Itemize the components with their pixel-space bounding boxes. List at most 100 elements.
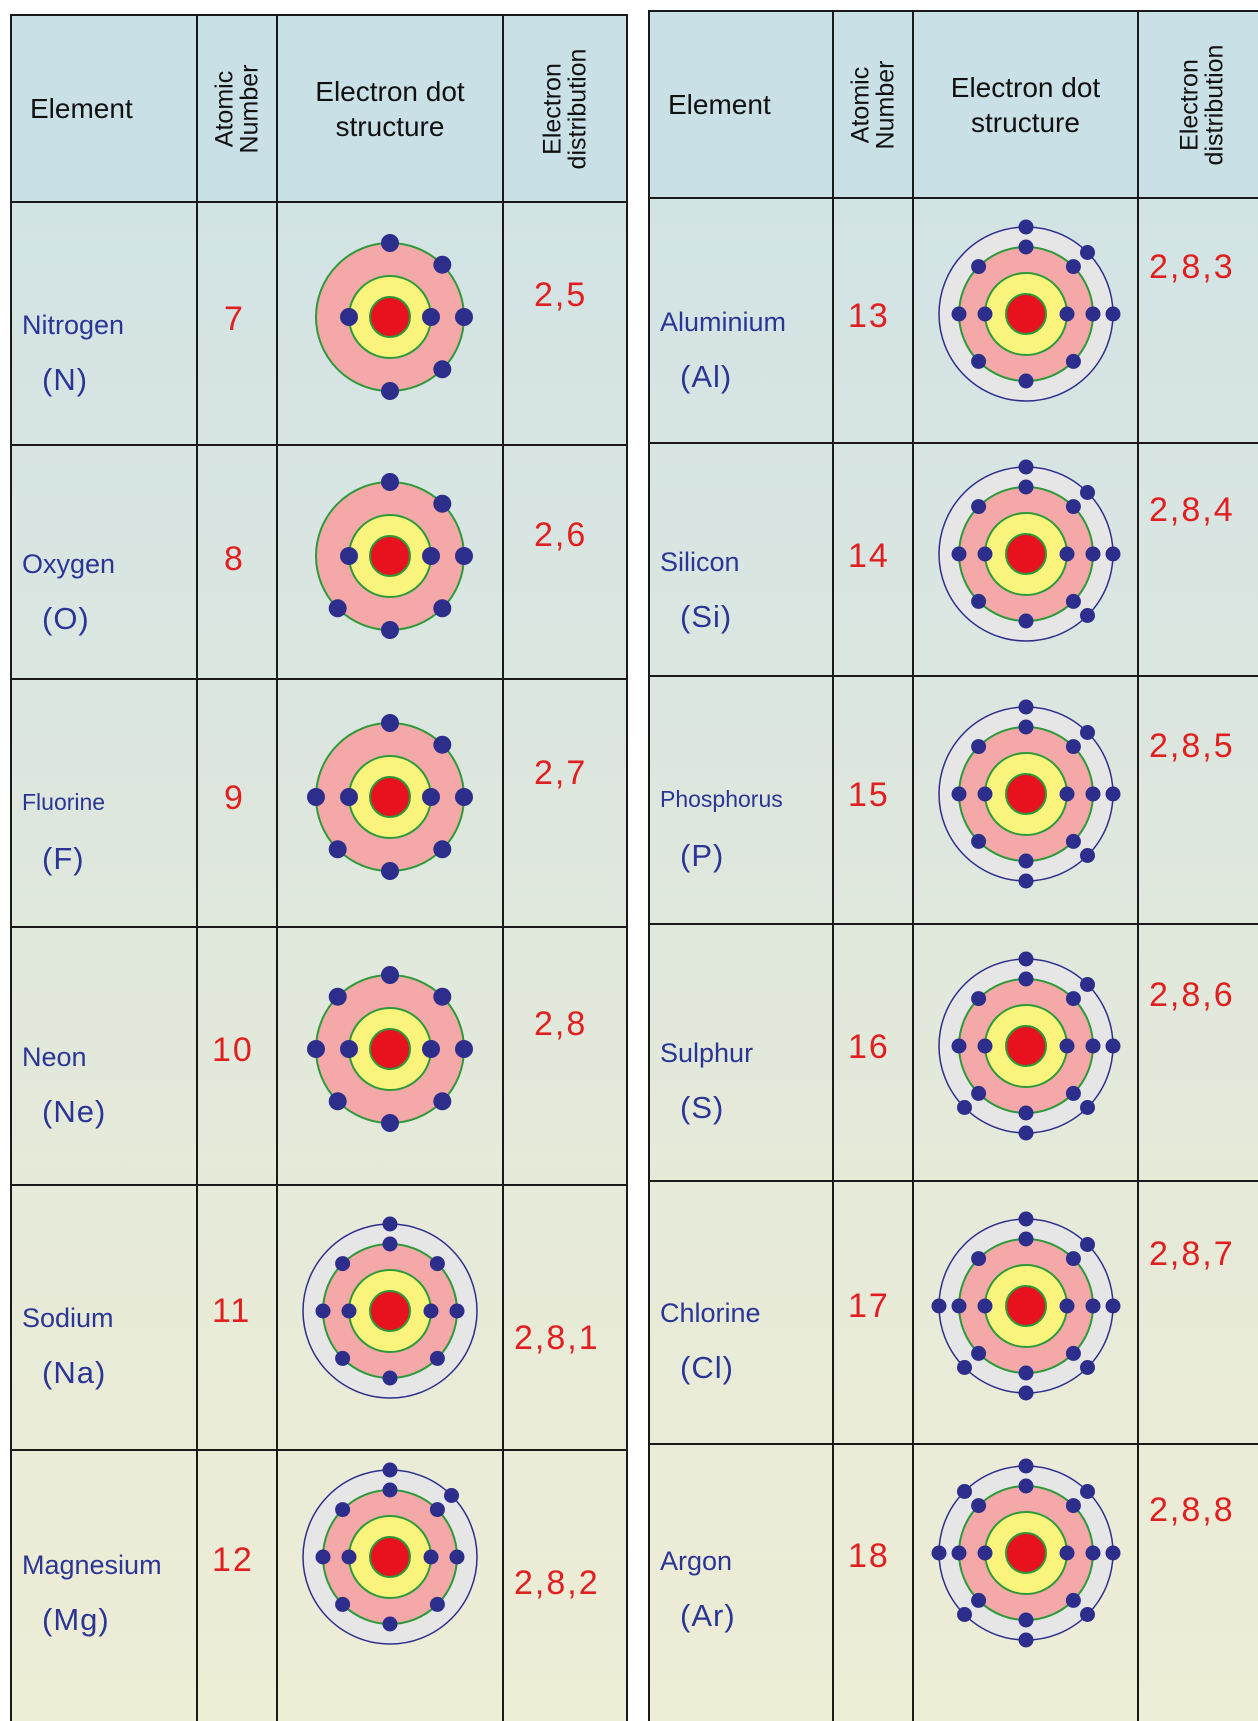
electron xyxy=(1059,306,1075,322)
electron xyxy=(423,1549,439,1565)
electron xyxy=(1018,1105,1034,1121)
electron xyxy=(1018,613,1034,629)
header-cell: Atomic Number xyxy=(198,16,278,203)
electron xyxy=(1059,1298,1075,1314)
dot-structure-cell xyxy=(914,444,1139,677)
electron-distribution: 2,8,2 xyxy=(514,1564,600,1602)
element-name: Oxygen xyxy=(22,549,116,579)
electron xyxy=(382,1236,398,1252)
header-cell: Element xyxy=(12,16,198,203)
electron xyxy=(1059,786,1075,802)
electron xyxy=(455,308,473,326)
dot-structure-cell xyxy=(278,203,504,446)
electron xyxy=(1018,1632,1034,1648)
element-cell: Sulphur (S) xyxy=(650,925,834,1182)
element-cell: Nitrogen (N) xyxy=(12,203,198,446)
electron xyxy=(328,987,347,1006)
electron xyxy=(931,1545,947,1561)
electron xyxy=(429,1502,445,1518)
electron xyxy=(1080,1237,1095,1252)
electron xyxy=(340,1040,358,1058)
electron xyxy=(433,494,452,513)
electron xyxy=(1080,245,1095,260)
electron xyxy=(1018,853,1034,869)
electron xyxy=(971,499,987,515)
dot-structure-cell xyxy=(914,1445,1139,1721)
atom-diagram xyxy=(307,966,473,1132)
element-cell: Oxygen (O) xyxy=(12,446,198,680)
element-cell: Chlorine (Cl) xyxy=(650,1182,834,1445)
element-name: Silicon xyxy=(660,547,740,577)
electron xyxy=(340,547,358,565)
table-grid: Element Atomic Number Electron dot structure… xyxy=(12,16,626,1721)
distribution-cell: 2,8,5 xyxy=(1139,677,1258,925)
electron xyxy=(455,547,473,565)
electron xyxy=(449,1303,465,1319)
element-symbol: (N) xyxy=(42,362,89,397)
electron xyxy=(315,1303,331,1319)
electron-distribution: 2,8,8 xyxy=(1149,1491,1235,1529)
element-symbol: (Ar) xyxy=(680,1598,736,1633)
electron-distribution: 2,7 xyxy=(534,754,588,792)
electron xyxy=(971,991,987,1007)
electron xyxy=(433,840,452,859)
electron xyxy=(1018,373,1034,389)
electron xyxy=(1085,1545,1101,1561)
atom-diagram xyxy=(931,1211,1121,1401)
electron xyxy=(1080,725,1095,740)
electron xyxy=(1065,1251,1081,1267)
atomic-number: 8 xyxy=(224,540,245,578)
nucleus xyxy=(1005,773,1047,815)
electron xyxy=(433,1092,452,1111)
electron xyxy=(341,1303,357,1319)
electron xyxy=(1018,873,1034,889)
electron xyxy=(1018,1125,1034,1141)
electron-distribution: 2,8,1 xyxy=(514,1319,600,1357)
electron xyxy=(971,833,987,849)
electron xyxy=(1105,1298,1121,1314)
element-symbol: (Ne) xyxy=(42,1094,107,1129)
electron xyxy=(1065,739,1081,755)
atomic-number: 16 xyxy=(848,1028,890,1066)
electron xyxy=(1065,1085,1081,1101)
atomic-number: 17 xyxy=(848,1287,890,1325)
atom-diagram xyxy=(315,234,473,400)
electron xyxy=(382,1616,398,1632)
electron xyxy=(1080,1100,1095,1115)
atom-diagram xyxy=(938,459,1121,642)
electron xyxy=(382,1482,398,1498)
electron xyxy=(433,599,452,618)
electron xyxy=(433,735,452,754)
header-cell: Electron distribution xyxy=(1139,12,1258,199)
atomic-number-cell: 12 xyxy=(198,1451,278,1721)
distribution-cell: 2,6 xyxy=(504,446,626,680)
electron xyxy=(1065,1498,1081,1514)
electron xyxy=(957,1484,972,1499)
electron xyxy=(1085,546,1101,562)
element-name: Neon xyxy=(22,1042,87,1072)
electron xyxy=(381,382,399,400)
electron xyxy=(1065,1592,1081,1608)
table-grid: Element Atomic Number Electron dot structure… xyxy=(650,12,1258,1721)
atomic-number-cell: 13 xyxy=(834,199,914,444)
element-name: Argon xyxy=(660,1546,733,1576)
element-symbol: (Cl) xyxy=(680,1350,734,1385)
electron xyxy=(381,862,399,880)
atomic-number: 9 xyxy=(224,779,245,817)
electron xyxy=(1080,977,1095,992)
element-symbol: (S) xyxy=(680,1090,725,1125)
electron xyxy=(382,1462,398,1478)
nucleus xyxy=(369,296,411,338)
electron xyxy=(957,1360,972,1375)
electron xyxy=(931,1298,947,1314)
element-cell: Magnesium (Mg) xyxy=(12,1451,198,1721)
distribution-cell: 2,7 xyxy=(504,680,626,928)
electron-distribution: 2,8,4 xyxy=(1149,491,1235,529)
electron xyxy=(971,739,987,755)
electron-distribution: 2,8,5 xyxy=(1149,727,1235,765)
dot-structure-cell xyxy=(914,1182,1139,1445)
electron xyxy=(1018,1458,1034,1474)
electron xyxy=(422,1040,440,1058)
atomic-number-cell: 14 xyxy=(834,444,914,677)
atomic-number: 7 xyxy=(224,300,245,338)
